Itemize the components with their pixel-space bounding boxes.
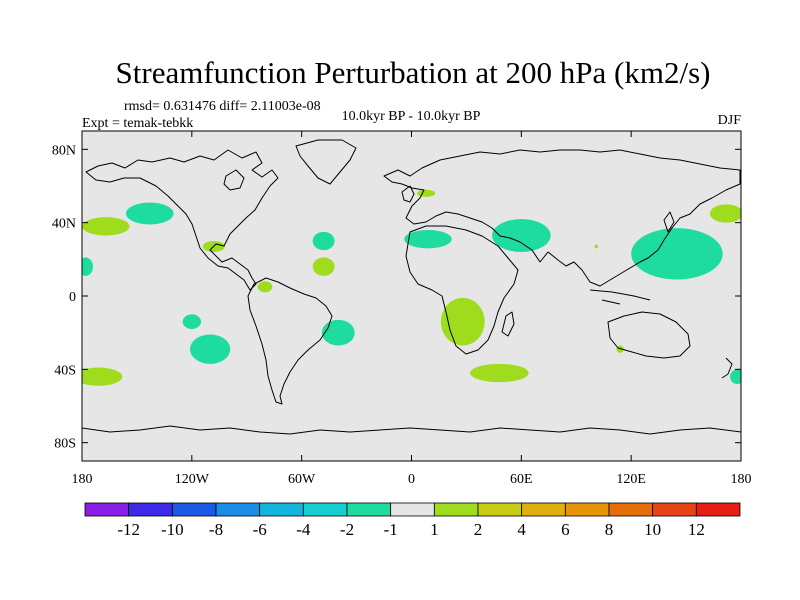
colorbar-label: 6 [561, 520, 570, 539]
experiment-label: Expt = temak-tebkk [82, 116, 193, 131]
anomaly-atlantic-north-neg [312, 231, 335, 251]
colorbar-swatch [564, 502, 610, 517]
anomaly-baltic-pos [416, 189, 436, 197]
colorbar-swatch [302, 502, 348, 517]
axes: 180 120W 60W 0 60E 120E 180 80N 40N 0 40S 80S [52, 131, 752, 487]
anomaly-dateline-neg [82, 257, 93, 276]
x-tick-label: 120E [616, 472, 646, 487]
coast-eurasia [383, 149, 741, 287]
colorbar-label: 12 [688, 520, 705, 539]
anomaly-s-africa-pos [440, 297, 485, 346]
anomaly-s-pacific-far-east-neg [730, 369, 741, 384]
colorbar-label: -2 [340, 520, 354, 539]
anomaly-atlantic-north-pos [312, 257, 335, 276]
colorbar-label: 2 [474, 520, 483, 539]
colorbar-label: 8 [605, 520, 614, 539]
colorbar-swatch [215, 502, 261, 517]
colorbar-label: -1 [384, 520, 398, 539]
coast-north-america [85, 149, 279, 291]
y-tick-label: 80S [54, 437, 76, 452]
coast-greenland [295, 139, 357, 185]
coast-africa [405, 225, 519, 355]
colorbar-swatch [521, 502, 566, 517]
y-tick-label: 40S [54, 363, 76, 378]
x-tick-label: 0 [408, 472, 415, 487]
coastlines [82, 139, 741, 435]
anomaly-n-africa-neg [404, 230, 452, 249]
colorbar-swatch [477, 502, 523, 517]
colorbar-label: -6 [253, 520, 267, 539]
x-tick-label: 180 [731, 472, 752, 487]
colorbar-swatch [128, 502, 173, 517]
colorbar-label: -12 [117, 520, 140, 539]
colorbar-swatch [84, 502, 130, 517]
anomaly-n-pacific-east-pos [82, 217, 130, 236]
anomaly-n-pacific-east-neg [125, 202, 174, 225]
y-tick-label: 80N [52, 143, 76, 158]
anomaly-s-pacific-far-west-pos [82, 367, 123, 386]
anomaly-s-pacific-neg [190, 334, 231, 364]
stats-label: rmsd= 0.631476 diff= 2.11003e-08 [124, 99, 321, 114]
x-tick-label: 60E [510, 472, 533, 487]
colorbar-label: -4 [296, 520, 311, 539]
colorbar-label: 4 [517, 520, 526, 539]
colorbar-label: -10 [161, 520, 184, 539]
coast-madagascar [501, 311, 515, 337]
y-tick-label: 40N [52, 217, 76, 232]
x-tick-label: 60W [288, 472, 316, 487]
season-label: DJF [718, 113, 742, 128]
coast-japan [663, 211, 675, 233]
chart-title: Streamfunction Perturbation at 200 hPa (… [116, 55, 711, 90]
coast-hudson-bay [223, 169, 245, 191]
coast-indonesia [589, 289, 651, 305]
colorbar-swatch [695, 502, 741, 517]
colorbar-swatch [346, 502, 392, 517]
coast-new-zealand [721, 357, 733, 379]
anomaly-s-atlantic-neg [321, 319, 355, 346]
coast-australia [607, 311, 691, 359]
map-background [82, 131, 741, 461]
coast-uk [401, 185, 415, 203]
colorbar: -12 -10 -8 -6 -4 -2 -1 1 2 4 6 8 10 12 [84, 502, 741, 539]
anomaly-s-pacific-neg-tail [182, 314, 201, 329]
y-tick-label: 0 [69, 290, 76, 305]
anomaly-w-australia-pos [616, 345, 624, 353]
colorbar-label: -8 [209, 520, 223, 539]
coast-south-america [247, 277, 333, 405]
x-tick-label: 180 [72, 472, 93, 487]
colorbar-label: 10 [644, 520, 661, 539]
anomaly-shading-layer [82, 189, 741, 386]
colorbar-swatch [390, 502, 435, 517]
period-subtitle: 10.0kyr BP - 10.0kyr BP [342, 109, 481, 124]
x-tick-label: 120W [175, 472, 210, 487]
colorbar-swatch [433, 502, 479, 517]
anomaly-n-pacific-west-edge-pos [709, 204, 741, 223]
colorbar-swatch [171, 502, 217, 517]
anomaly-s-indian-pos [470, 363, 529, 383]
colorbar-swatch [608, 502, 654, 517]
anomaly-w-pacific-neg [631, 228, 723, 280]
colorbar-swatch [652, 502, 697, 517]
colorbar-swatch [259, 502, 304, 517]
coast-antarctica [82, 425, 741, 435]
anomaly-panama-pos [257, 281, 273, 293]
anomaly-middle-east-neg [492, 219, 551, 252]
colorbar-label: 1 [430, 520, 439, 539]
anomaly-e-asia-pos [594, 244, 599, 249]
